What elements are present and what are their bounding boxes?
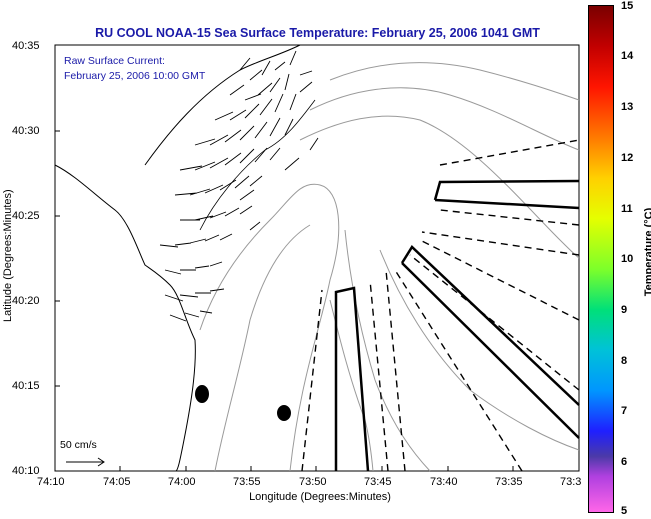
site-marker-1 xyxy=(195,385,209,403)
x-tick-label: 73:3 xyxy=(560,476,582,488)
y-tick-label: 40:20 xyxy=(12,295,40,307)
y-tick-label: 40:35 xyxy=(12,40,40,52)
x-tick-label: 73:40 xyxy=(430,476,458,488)
colorbar-tick: 8 xyxy=(621,355,628,367)
x-tick-label: 74:10 xyxy=(37,476,65,488)
axis-ticks xyxy=(54,44,580,472)
x-tick-label: 73:35 xyxy=(495,476,523,488)
x-tick-label: 73:45 xyxy=(364,476,392,488)
x-tick-label: 73:55 xyxy=(233,476,261,488)
x-tick-label: 73:50 xyxy=(299,476,327,488)
x-tick-label: 74:00 xyxy=(168,476,196,488)
colorbar-tick: 15 xyxy=(621,0,634,12)
colorbar-tick: 13 xyxy=(621,101,634,113)
dashed-sectors xyxy=(301,139,580,472)
colorbar-tick: 7 xyxy=(621,405,628,417)
scale-label: 50 cm/s xyxy=(60,439,97,451)
y-tick-label: 40:15 xyxy=(12,380,40,392)
x-axis-label: Longitude (Degrees:Minutes) xyxy=(249,491,391,503)
site-marker-2 xyxy=(277,405,291,421)
colorbar-tick: 6 xyxy=(621,456,628,468)
transect-boxes xyxy=(334,179,580,472)
colorbar-tick: 9 xyxy=(621,304,628,316)
temperature-colorbar xyxy=(588,5,614,513)
colorbar-tick: 11 xyxy=(621,203,633,215)
current-vectors xyxy=(159,50,319,322)
y-tick-label: 40:10 xyxy=(12,465,40,477)
current-note-line1: Raw Surface Current: xyxy=(64,55,165,67)
colorbar-label: Temperature (°C) xyxy=(643,207,651,297)
y-tick-label: 40:25 xyxy=(12,210,40,222)
colorbar-tick: 10 xyxy=(621,253,634,265)
plot-frame xyxy=(54,44,580,472)
bathymetry-contours xyxy=(199,62,580,472)
colorbar-tick: 12 xyxy=(621,152,634,164)
y-tick-label: 40:30 xyxy=(12,125,40,137)
current-note-line2: February 25, 2006 10:00 GMT xyxy=(64,70,206,82)
coastline-north xyxy=(144,44,301,166)
coastline xyxy=(54,164,196,472)
colorbar-tick: 5 xyxy=(621,505,628,517)
x-tick-label: 74:05 xyxy=(103,476,131,488)
map-title: RU COOL NOAA-15 Sea Surface Temperature:… xyxy=(95,26,540,40)
scale-arrow xyxy=(66,457,105,467)
y-axis-label: Latitude (Degrees:Minutes) xyxy=(2,189,14,322)
colorbar-tick: 14 xyxy=(621,50,634,62)
